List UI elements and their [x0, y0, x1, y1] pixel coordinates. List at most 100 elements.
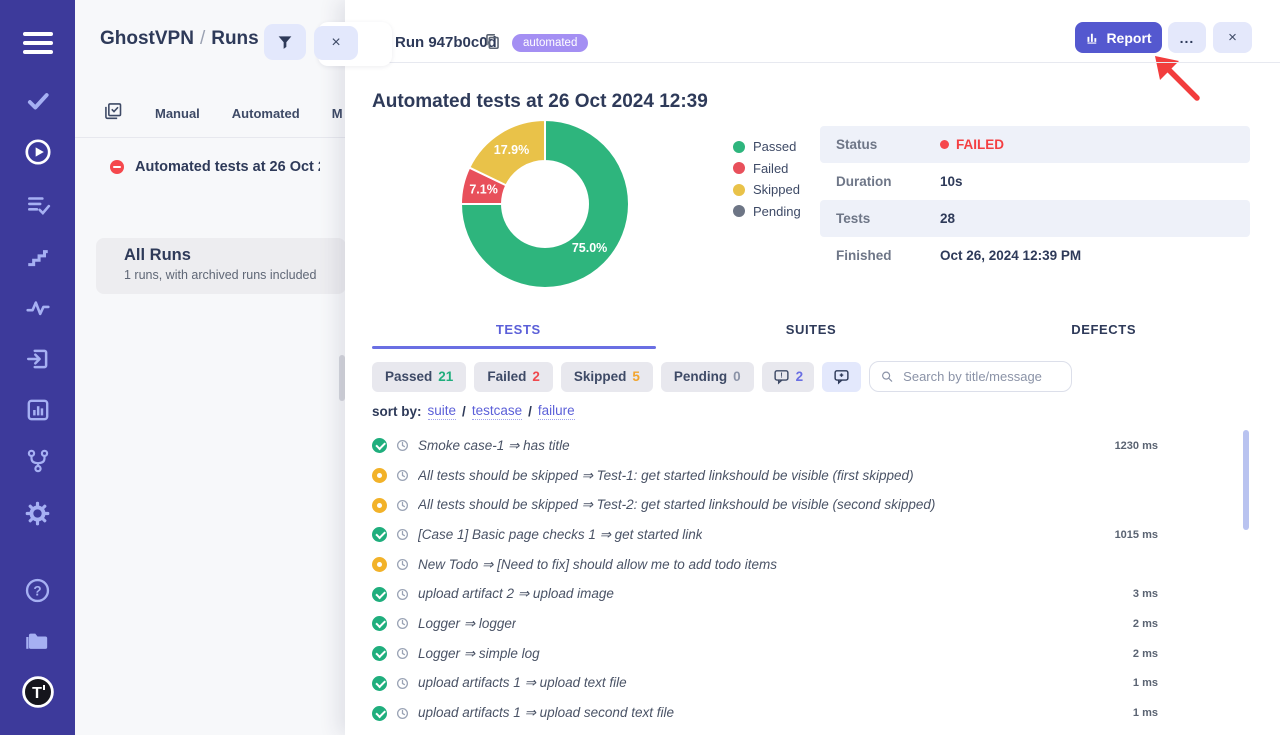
chip-skipped[interactable]: Skipped 5	[560, 361, 653, 392]
tab-automated[interactable]: Automated	[231, 105, 300, 121]
run-list-item[interactable]: Automated tests at 26 Oct 2024 12:39	[110, 155, 320, 179]
report-button[interactable]: Report	[1075, 22, 1162, 53]
test-title: Logger ⇒ logger	[418, 615, 517, 631]
tab-tests[interactable]: TESTS	[495, 322, 541, 337]
steps-icon[interactable]	[0, 244, 75, 270]
test-status-icon	[372, 646, 387, 662]
tab-suites[interactable]: SUITES	[785, 322, 837, 337]
menu-icon[interactable]	[0, 30, 75, 56]
play-runs-icon[interactable]	[0, 138, 75, 166]
run-title: Run 947b0c0d	[395, 34, 497, 51]
donut-slice-passed[interactable]	[459, 118, 630, 289]
test-row[interactable]: All tests should be skipped ⇒ Test-2: ge…	[372, 490, 1158, 520]
activity-icon[interactable]	[0, 295, 75, 321]
breadcrumb-project[interactable]: GhostVPN	[100, 28, 194, 49]
test-row[interactable]: upload artifact 2 ⇒ upload image 3 ms	[372, 579, 1158, 609]
active-tab-underline	[372, 346, 656, 349]
bar-chart-icon[interactable]	[0, 397, 75, 423]
clock-icon	[396, 499, 409, 511]
stat-label: Status	[836, 137, 878, 152]
test-row[interactable]: Logger ⇒ logger 2 ms	[372, 609, 1158, 639]
sort-by-suite[interactable]: suite	[427, 403, 457, 420]
help-icon[interactable]: ?	[0, 577, 75, 604]
test-title: upload artifacts 1 ⇒ upload second text …	[418, 705, 674, 721]
all-runs-card[interactable]: All Runs 1 runs, with archived runs incl…	[96, 238, 345, 294]
settings-gear-icon[interactable]	[0, 500, 75, 527]
tab-mixed[interactable]: M	[331, 105, 343, 121]
run-detail-panel: Run 947b0c0d automated Report ... × Auto…	[345, 0, 1280, 735]
test-duration: 2 ms	[1132, 617, 1158, 630]
run-label: Run	[395, 34, 425, 51]
more-options-button[interactable]: ...	[1168, 22, 1206, 53]
tab-defects[interactable]: DEFECTS	[1071, 322, 1137, 337]
test-row[interactable]: [Case 1] Basic page checks 1 ⇒ get start…	[372, 520, 1158, 550]
list-check-icon[interactable]	[0, 192, 75, 218]
stat-row-status: Status FAILED	[820, 126, 1250, 163]
app-logo[interactable]: T	[0, 676, 75, 708]
legend-label: Passed	[753, 139, 797, 155]
legend-dot	[733, 205, 745, 218]
files-folder-icon[interactable]	[0, 628, 75, 655]
test-duration: 3 ms	[1132, 588, 1158, 601]
chip-passed[interactable]: Passed 21	[372, 361, 467, 392]
stat-row-tests: Tests 28	[820, 200, 1250, 237]
svg-text:T: T	[32, 685, 42, 702]
search-input[interactable]	[901, 368, 1062, 385]
breadcrumb-separator: /	[199, 28, 206, 49]
close-run-button[interactable]: ×	[1213, 22, 1252, 53]
sign-in-icon[interactable]	[0, 346, 75, 372]
failed-run-icon	[110, 160, 124, 174]
chip-add-comment[interactable]	[822, 361, 862, 392]
legend-item-passed[interactable]: Passed	[733, 136, 801, 158]
test-title: All tests should be skipped ⇒ Test-2: ge…	[418, 497, 936, 513]
legend-item-failed[interactable]: Failed	[733, 158, 801, 180]
left-panel-scrollbar[interactable]	[339, 355, 345, 401]
test-status-icon	[372, 705, 387, 721]
filter-chip-row: Passed 21 Failed 2 Skipped 5 Pending 0 ! 2	[372, 361, 1073, 392]
test-row[interactable]: Smoke case-1 ⇒ has title 1230 ms	[372, 431, 1158, 461]
legend-label: Failed	[753, 160, 789, 176]
test-row[interactable]: upload artifacts 1 ⇒ upload second text …	[372, 698, 1158, 728]
select-runs-icon[interactable]	[103, 101, 123, 126]
stat-value: 10s	[940, 174, 963, 189]
results-donut-chart[interactable]: 75.0% 7.1% 17.9%	[445, 104, 645, 304]
sort-label: sort by:	[372, 404, 422, 419]
legend-item-pending[interactable]: Pending	[733, 201, 801, 223]
annotation-arrow	[1155, 56, 1200, 101]
copy-icon[interactable]	[483, 32, 502, 56]
branch-icon[interactable]	[0, 448, 75, 474]
check-icon[interactable]	[0, 88, 75, 114]
chart-legend: Passed Failed Skipped Pending	[733, 136, 801, 222]
test-row[interactable]: New Todo ⇒ [Need to fix] should allow me…	[372, 550, 1158, 580]
stat-label: Duration	[836, 174, 892, 189]
sort-by-failure[interactable]: failure	[537, 403, 575, 420]
chip-comments[interactable]: ! 2	[761, 361, 815, 392]
stat-row-finished: Finished Oct 26, 2024 12:39 PM	[820, 237, 1250, 274]
test-row[interactable]: Logger ⇒ simple log 2 ms	[372, 639, 1158, 669]
chip-pending[interactable]: Pending 0	[660, 361, 754, 392]
page-title: Automated tests at 26 Oct 2024 12:39	[372, 90, 708, 112]
sort-by-testcase[interactable]: testcase	[471, 403, 523, 420]
test-row[interactable]: All tests should be skipped ⇒ Test-1: ge…	[372, 461, 1158, 491]
chip-failed[interactable]: Failed 2	[474, 361, 553, 392]
all-runs-title: All Runs	[124, 246, 191, 264]
legend-item-skipped[interactable]: Skipped	[733, 179, 801, 201]
report-button-label: Report	[1106, 29, 1152, 46]
funnel-icon	[278, 36, 292, 49]
legend-dot	[733, 162, 745, 175]
test-title: New Todo ⇒ [Need to fix] should allow me…	[418, 556, 778, 572]
panel-close-button[interactable]: ×	[314, 26, 358, 60]
detail-tab-bar: TESTS SUITES DEFECTS	[372, 322, 1250, 337]
tab-manual[interactable]: Manual	[155, 105, 200, 121]
failed-dot-icon	[940, 140, 949, 149]
donut-slice-skipped[interactable]	[467, 118, 546, 187]
test-status-icon	[372, 527, 387, 543]
breadcrumb-section: Runs	[211, 28, 259, 49]
search-icon	[882, 371, 893, 382]
test-row[interactable]: upload artifacts 1 ⇒ upload text file 1 …	[372, 669, 1158, 699]
filter-button[interactable]	[264, 24, 306, 60]
panel-close-flyout: ×	[314, 22, 392, 66]
test-title: All tests should be skipped ⇒ Test-1: ge…	[418, 467, 914, 483]
test-list-scrollbar[interactable]	[1243, 430, 1249, 530]
test-duration: 1 ms	[1132, 707, 1158, 720]
